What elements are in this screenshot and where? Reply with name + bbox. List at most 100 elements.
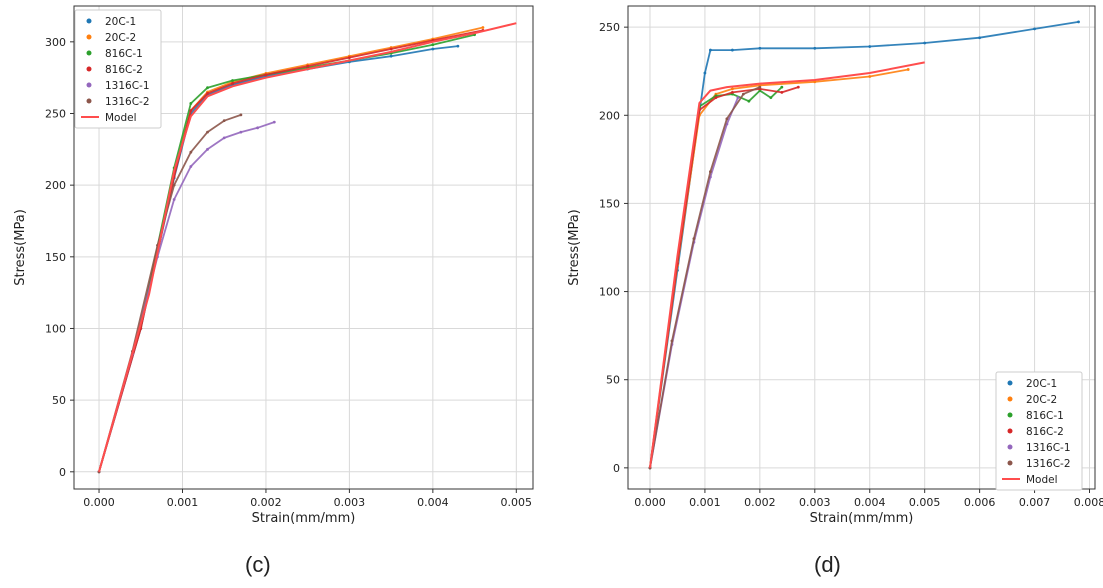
legend-label-Model: Model bbox=[105, 112, 137, 124]
y-tick-label: 150 bbox=[599, 197, 620, 210]
data-point-20C-1 bbox=[868, 45, 872, 48]
data-point-816C-2 bbox=[389, 47, 393, 51]
panel-d-caption: (d) bbox=[814, 552, 841, 577]
data-point-20C-1 bbox=[431, 47, 435, 51]
data-point-816C-2 bbox=[231, 81, 234, 85]
data-point-20C-1 bbox=[703, 71, 707, 75]
y-tick-label: 250 bbox=[599, 21, 620, 34]
y-tick-label: 100 bbox=[45, 322, 66, 335]
legend-swatch-816C-1 bbox=[86, 50, 92, 56]
data-point-20C-1 bbox=[389, 54, 393, 58]
legend-label-1316C-1: 1316C-1 bbox=[1026, 442, 1071, 454]
data-point-816C-1 bbox=[431, 43, 435, 47]
legend-label-20C-1: 20C-1 bbox=[1026, 378, 1057, 390]
legend-swatch-816C-2 bbox=[1007, 428, 1013, 434]
legend-label-816C-2: 816C-2 bbox=[1026, 426, 1064, 438]
x-tick-label: 0.000 bbox=[83, 496, 115, 509]
y-tick-label: 200 bbox=[599, 109, 620, 122]
legend-label-20C-2: 20C-2 bbox=[1026, 394, 1057, 406]
data-point-816C-2 bbox=[780, 90, 784, 94]
y-tick-label: 100 bbox=[599, 286, 620, 299]
y-tick-label: 50 bbox=[52, 394, 66, 407]
data-point-20C-1 bbox=[923, 41, 927, 45]
y-axis-label: Stress(MPa) bbox=[13, 209, 28, 286]
data-point-816C-1 bbox=[206, 86, 209, 90]
legend-swatch-20C-2 bbox=[86, 34, 92, 40]
y-axis-label: Stress(MPa) bbox=[567, 209, 582, 286]
legend-label-1316C-2: 1316C-2 bbox=[105, 96, 150, 108]
series-line-816C-1 bbox=[649, 86, 783, 468]
data-point-816C-2 bbox=[348, 56, 351, 59]
data-point-1316C-2 bbox=[741, 92, 745, 96]
series-line-1316C-2 bbox=[98, 114, 242, 473]
y-tick-label: 250 bbox=[45, 107, 66, 120]
x-tick-label: 0.004 bbox=[854, 496, 886, 509]
x-tick-label: 0.000 bbox=[634, 496, 666, 509]
y-tick-label: 200 bbox=[45, 179, 66, 192]
y-tick-label: 150 bbox=[45, 251, 66, 264]
data-point-816C-1 bbox=[189, 102, 193, 105]
data-point-1316C-1 bbox=[239, 130, 243, 134]
data-point-1316C-2 bbox=[709, 170, 712, 174]
legend-swatch-1316C-1 bbox=[86, 82, 92, 88]
x-axis-label: Strain(mm/mm) bbox=[252, 511, 356, 526]
x-tick-label: 0.004 bbox=[417, 496, 449, 509]
data-point-20C-2 bbox=[906, 68, 910, 71]
data-point-816C-2 bbox=[206, 92, 209, 95]
data-point-20C-1 bbox=[730, 48, 734, 52]
data-point-1316C-2 bbox=[239, 113, 243, 117]
data-point-20C-1 bbox=[1077, 20, 1080, 24]
data-point-1316C-2 bbox=[189, 150, 193, 154]
data-point-1316C-2 bbox=[725, 117, 729, 121]
series-line-1316C-1 bbox=[98, 121, 275, 473]
y-tick-label: 0 bbox=[613, 462, 620, 475]
data-point-816C-2 bbox=[306, 64, 310, 68]
legend-swatch-20C-2 bbox=[1007, 396, 1013, 402]
x-tick-label: 0.002 bbox=[744, 496, 776, 509]
y-tick-label: 300 bbox=[45, 36, 66, 49]
data-point-1316C-1 bbox=[189, 165, 193, 168]
data-point-816C-1 bbox=[769, 96, 773, 100]
legend-box bbox=[995, 371, 1083, 491]
data-point-1316C-2 bbox=[758, 85, 762, 89]
x-tick-label: 0.007 bbox=[1019, 496, 1051, 509]
legend-label-816C-2: 816C-2 bbox=[105, 64, 143, 76]
series-line-816C-2 bbox=[649, 86, 799, 468]
panel-c-caption: (c) bbox=[245, 552, 271, 577]
legend-swatch-1316C-2 bbox=[86, 98, 92, 104]
data-point-1316C-2 bbox=[206, 130, 209, 134]
data-point-20C-1 bbox=[813, 46, 817, 50]
series-group bbox=[97, 22, 517, 474]
data-point-816C-1 bbox=[780, 85, 784, 89]
data-point-816C-2 bbox=[189, 109, 193, 113]
data-point-816C-2 bbox=[730, 90, 734, 94]
x-tick-label: 0.002 bbox=[250, 496, 282, 509]
y-tick-label: 0 bbox=[59, 466, 66, 479]
data-point-1316C-2 bbox=[172, 183, 176, 187]
data-point-20C-1 bbox=[978, 36, 982, 40]
x-axis-label: Strain(mm/mm) bbox=[810, 511, 914, 526]
legend: 20C-1 20C-2 816C-1 816C-2 1316C-1 1316C-2 Mode… bbox=[74, 9, 162, 129]
y-tick-label: 50 bbox=[606, 374, 620, 387]
legend-label-1316C-2: 1316C-2 bbox=[1026, 458, 1071, 470]
legend-label-816C-1: 816C-1 bbox=[1026, 410, 1064, 422]
x-tick-label: 0.001 bbox=[689, 496, 721, 509]
series-line-Model bbox=[649, 61, 925, 468]
data-point-1316C-2 bbox=[670, 339, 674, 343]
data-point-816C-1 bbox=[231, 79, 234, 82]
legend: 20C-1 20C-2 816C-1 816C-2 1316C-1 1316C-2 Mode… bbox=[995, 371, 1083, 491]
data-point-20C-1 bbox=[709, 48, 712, 52]
chart-panel-c: 0.000 0.001 0.002 0.003 0.004 0.005 0 50 100 150 2… bbox=[13, 5, 534, 526]
legend-label-1316C-1: 1316C-1 bbox=[105, 80, 150, 92]
data-point-20C-2 bbox=[730, 87, 734, 91]
legend-label-20C-1: 20C-1 bbox=[105, 16, 136, 28]
data-point-20C-1 bbox=[758, 46, 762, 50]
data-point-20C-1 bbox=[456, 44, 460, 48]
data-point-1316C-2 bbox=[222, 119, 226, 123]
legend-label-816C-1: 816C-1 bbox=[105, 48, 143, 60]
data-point-20C-2 bbox=[481, 26, 485, 29]
data-point-1316C-1 bbox=[256, 126, 259, 130]
x-tick-label: 0.008 bbox=[1074, 496, 1103, 509]
x-tick-label: 0.003 bbox=[334, 496, 366, 509]
x-tick-label: 0.003 bbox=[799, 496, 831, 509]
